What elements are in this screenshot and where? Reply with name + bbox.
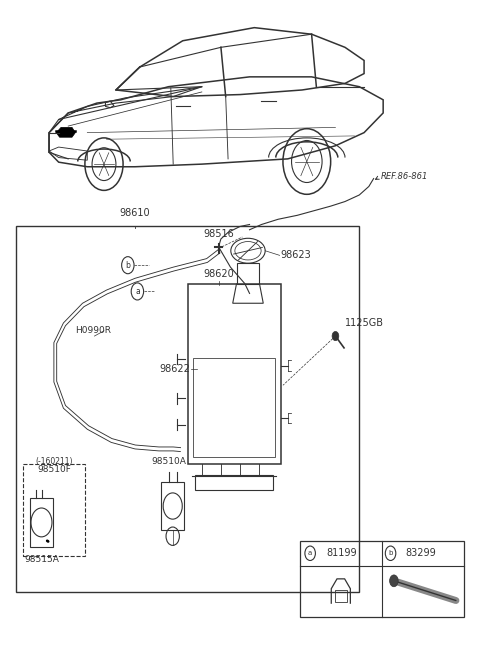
Bar <box>237 262 260 283</box>
Text: 81199: 81199 <box>326 548 357 558</box>
Text: (-160211): (-160211) <box>35 457 72 466</box>
Bar <box>23 464 85 556</box>
Bar <box>300 541 464 617</box>
Text: b: b <box>388 550 393 556</box>
Circle shape <box>390 575 398 587</box>
Text: 98610: 98610 <box>120 208 150 218</box>
Bar <box>16 226 360 592</box>
Text: 98623: 98623 <box>281 250 312 260</box>
Text: H0990R: H0990R <box>75 326 111 335</box>
Text: 83299: 83299 <box>406 548 437 558</box>
Bar <box>30 498 53 548</box>
Text: 98622: 98622 <box>159 364 190 374</box>
Text: 98510F: 98510F <box>37 465 71 474</box>
Polygon shape <box>56 127 75 137</box>
Text: 98515A: 98515A <box>24 555 59 563</box>
Text: a: a <box>308 550 312 556</box>
Text: 1125GB: 1125GB <box>345 318 384 328</box>
Text: b: b <box>125 261 130 270</box>
Text: 98516: 98516 <box>203 229 234 239</box>
Circle shape <box>332 331 339 341</box>
Text: a: a <box>135 287 140 296</box>
Bar <box>193 358 275 457</box>
Text: REF.86-861: REF.86-861 <box>381 172 428 181</box>
Bar <box>195 474 274 490</box>
Bar <box>188 283 281 464</box>
Bar <box>161 482 184 530</box>
Text: 98510A: 98510A <box>151 457 186 466</box>
Text: 98620: 98620 <box>203 269 234 279</box>
